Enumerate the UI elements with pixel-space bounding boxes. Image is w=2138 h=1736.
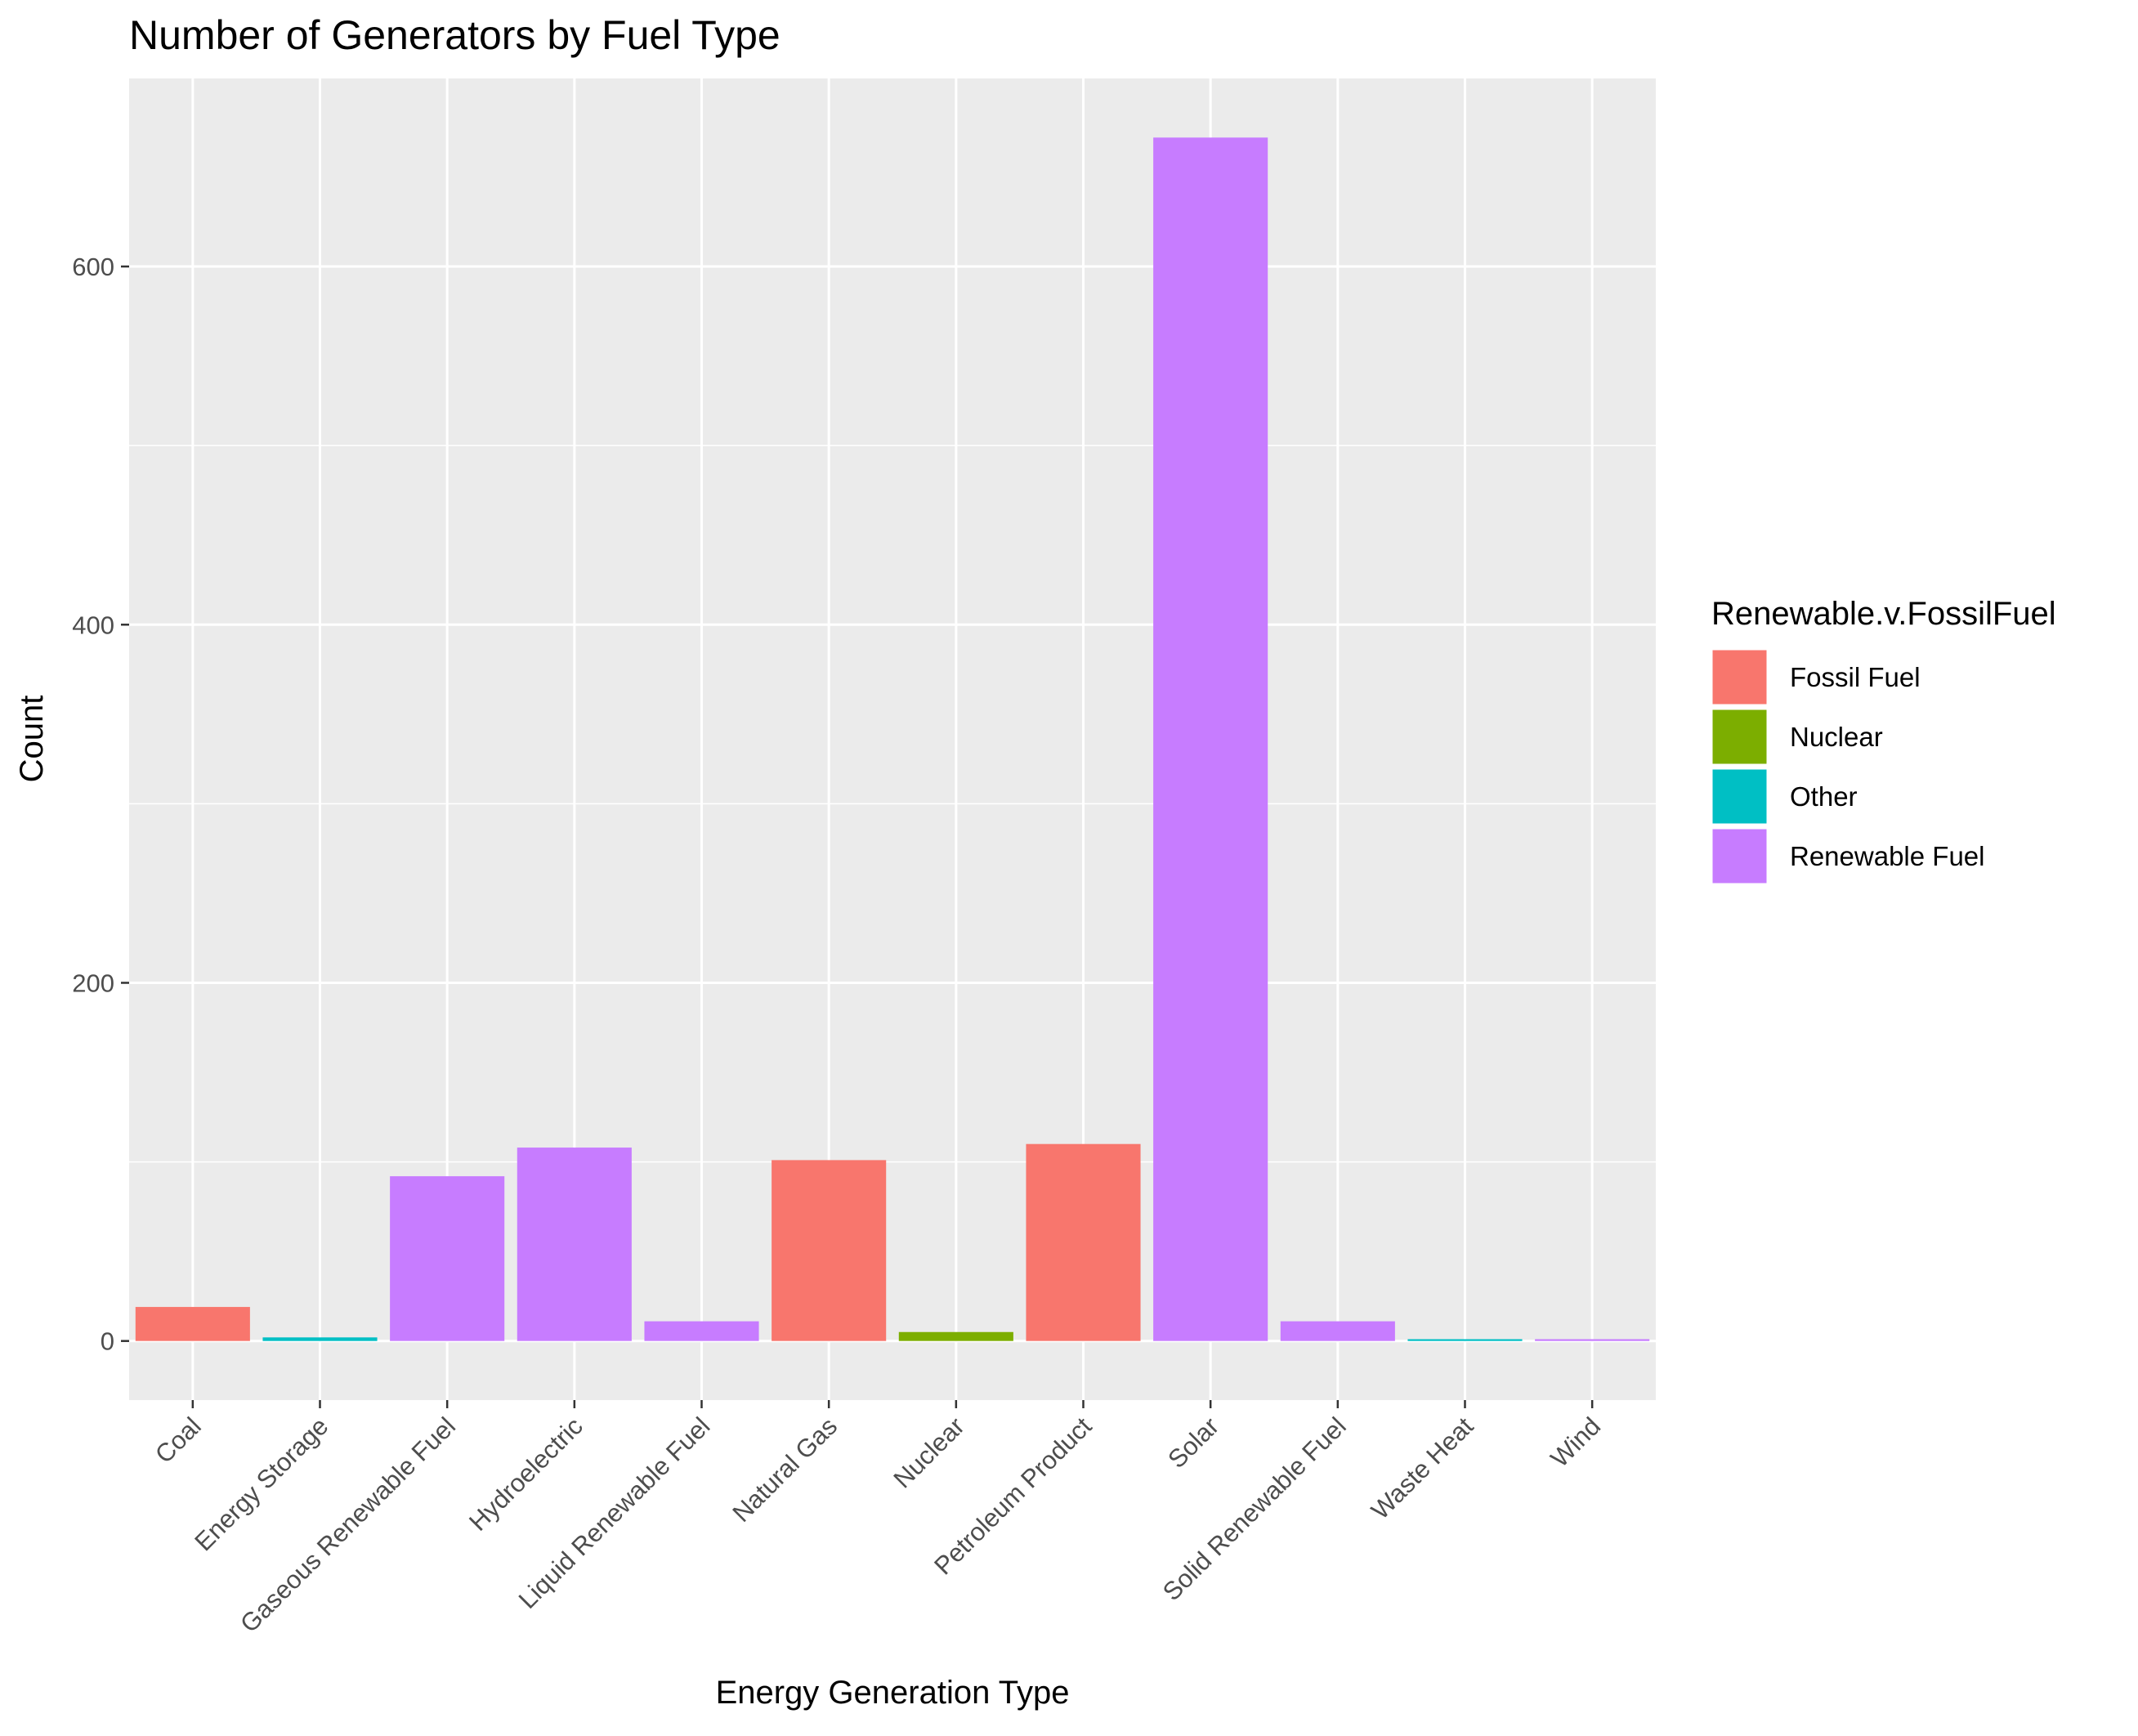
bar-hydroelectric bbox=[517, 1148, 632, 1341]
legend-label: Fossil Fuel bbox=[1790, 662, 1921, 692]
legend-key bbox=[1710, 647, 1769, 707]
legend-key bbox=[1710, 826, 1769, 886]
bar-wind bbox=[1535, 1339, 1650, 1341]
y-tick-label: 600 bbox=[72, 253, 114, 281]
bars bbox=[135, 137, 1650, 1341]
bar-coal bbox=[135, 1307, 250, 1341]
y-axis: 0 200 400 600 bbox=[72, 253, 129, 1356]
bar-gaseous-renewable-fuel bbox=[390, 1176, 505, 1341]
y-tick-label: 0 bbox=[101, 1327, 114, 1356]
chart-title: Number of Generators by Fuel Type bbox=[129, 12, 781, 58]
x-tick-label: Energy Storage bbox=[189, 1412, 333, 1556]
x-tick-label: Gaseous Renewable Fuel bbox=[235, 1412, 461, 1638]
bar-energy-storage bbox=[262, 1337, 378, 1341]
y-tick-label: 200 bbox=[72, 969, 114, 997]
legend-label: Other bbox=[1790, 781, 1858, 812]
plot-panel bbox=[129, 78, 1656, 1400]
x-tick-label: Nuclear bbox=[888, 1412, 969, 1493]
bar-solar bbox=[1153, 137, 1268, 1341]
bar-petroleum-product bbox=[1026, 1143, 1141, 1341]
x-tick-label: Solar bbox=[1162, 1412, 1224, 1474]
legend-items: Fossil Fuel Nuclear Other Renewable Fuel bbox=[1710, 647, 1984, 886]
grid-minor bbox=[129, 445, 1656, 1163]
legend-label: Nuclear bbox=[1790, 722, 1883, 752]
legend: Renewable.v.FossilFuel Fossil Fuel Nuclea… bbox=[1710, 596, 2056, 886]
x-tick-label: Hydroelectric bbox=[463, 1412, 588, 1537]
x-tick-label: Natural Gas bbox=[727, 1412, 843, 1528]
legend-key bbox=[1710, 767, 1769, 826]
bar-waste-heat bbox=[1407, 1339, 1523, 1341]
x-axis-title: Energy Generation Type bbox=[716, 1675, 1070, 1711]
bar-liquid-renewable-fuel bbox=[644, 1321, 759, 1341]
legend-key bbox=[1710, 707, 1769, 767]
y-axis-title: Count bbox=[14, 696, 50, 783]
bar-solid-renewable-fuel bbox=[1280, 1321, 1395, 1341]
bar-nuclear bbox=[898, 1331, 1013, 1341]
x-tick-label: Waste Heat bbox=[1366, 1412, 1479, 1525]
legend-label: Renewable Fuel bbox=[1790, 841, 1984, 871]
x-tick-label: Coal bbox=[150, 1412, 207, 1469]
bar-natural-gas bbox=[772, 1160, 887, 1341]
y-tick-label: 400 bbox=[72, 611, 114, 639]
x-tick-label: Wind bbox=[1545, 1412, 1606, 1473]
legend-title: Renewable.v.FossilFuel bbox=[1711, 596, 2056, 632]
